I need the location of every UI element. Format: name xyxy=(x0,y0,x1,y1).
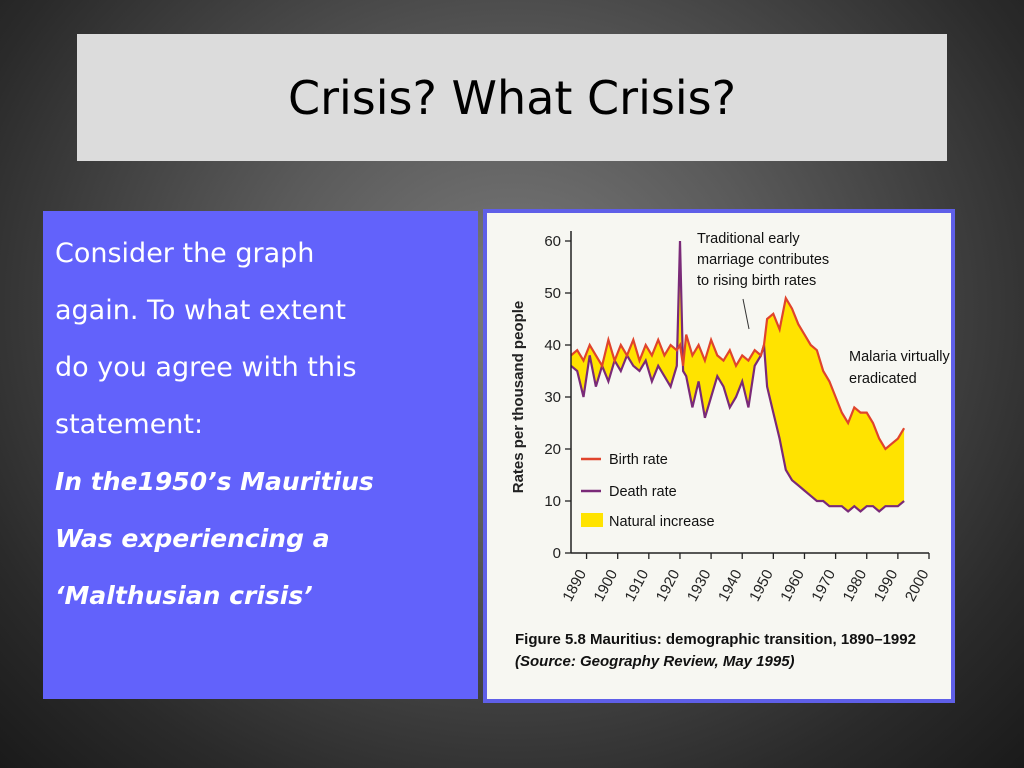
annotation-early-marriage-line: Traditional early xyxy=(697,231,800,247)
legend-increase-swatch xyxy=(581,513,603,527)
y-axis-title: Rates per thousand people xyxy=(510,301,527,494)
legend-label: Natural increase xyxy=(609,514,715,530)
caption-title: Figure 5.8 Mauritius: demographic transi… xyxy=(515,631,916,648)
body-line-1: Consider the graph xyxy=(55,238,315,269)
annotation-early-marriage-line: marriage contributes xyxy=(697,252,829,268)
natural-increase-area-group xyxy=(571,241,905,512)
title-bar: Crisis? What Crisis? xyxy=(77,34,947,161)
x-tick-label: 1940 xyxy=(715,567,746,604)
series-lines-group xyxy=(570,240,906,513)
figure-image: 0 10 20 30 40 50 60 1890 1900 1910 1920 1930 1940 195… xyxy=(487,213,951,699)
body-line-3: do you agree with this xyxy=(55,352,357,383)
figure-frame: 0 10 20 30 40 50 60 1890 1900 1910 1920 1930 1940 195… xyxy=(483,209,955,703)
slide-title: Crisis? What Crisis? xyxy=(288,70,736,125)
y-tick-label: 10 xyxy=(544,493,561,510)
demographic-transition-chart: 0 10 20 30 40 50 60 1890 1900 1910 1920 1930 1940 195… xyxy=(510,231,950,604)
x-tick-label: 1910 xyxy=(622,567,653,604)
birth-rate-line xyxy=(570,295,906,451)
annotation-malaria-line: eradicated xyxy=(849,371,917,387)
x-tick-label: 1920 xyxy=(653,567,684,604)
x-tick-label: 1960 xyxy=(777,567,808,604)
x-tick-label: 2000 xyxy=(902,567,933,604)
labels-group: Rates per thousand people Traditional ear… xyxy=(510,231,950,530)
x-tick-label: 1990 xyxy=(871,567,902,604)
statement-line-3: ‘Malthusian crisis’ xyxy=(55,581,313,610)
statement-line-1: In the1950’s Mauritius xyxy=(55,467,374,496)
x-tick-label: 1970 xyxy=(808,567,839,604)
legend-label: Birth rate xyxy=(609,452,668,468)
annotation-malaria-line: Malaria virtually xyxy=(849,349,950,365)
x-tick-label: 1900 xyxy=(591,567,622,604)
y-tick-label: 0 xyxy=(553,545,561,562)
body-line-4: statement: xyxy=(55,409,204,440)
x-tick-label: 1950 xyxy=(746,567,777,604)
y-tick-label: 50 xyxy=(544,285,561,302)
caption-source: (Source: Geography Review, May 1995) xyxy=(515,653,795,670)
x-tick-label: 1980 xyxy=(840,567,871,604)
body-line-2: again. To what extent xyxy=(55,295,346,326)
y-tick-label: 30 xyxy=(544,389,561,406)
legend-label: Death rate xyxy=(609,484,677,500)
question-text-box: Consider the graph again. To what extent… xyxy=(43,211,478,699)
x-tick-label: 1930 xyxy=(684,567,715,604)
x-tick-label: 1890 xyxy=(559,567,590,604)
natural-increase-area xyxy=(571,241,905,512)
y-tick-label: 40 xyxy=(544,337,561,354)
annotation-pointer xyxy=(742,298,750,330)
statement-line-2: Was experiencing a xyxy=(55,524,330,553)
y-tick-label: 20 xyxy=(544,441,561,458)
death-rate-line xyxy=(570,240,905,513)
figure-caption: Figure 5.8 Mauritius: demographic transi… xyxy=(515,629,945,673)
y-tick-label: 60 xyxy=(544,233,561,250)
annotation-early-marriage-line: to rising birth rates xyxy=(697,273,816,289)
